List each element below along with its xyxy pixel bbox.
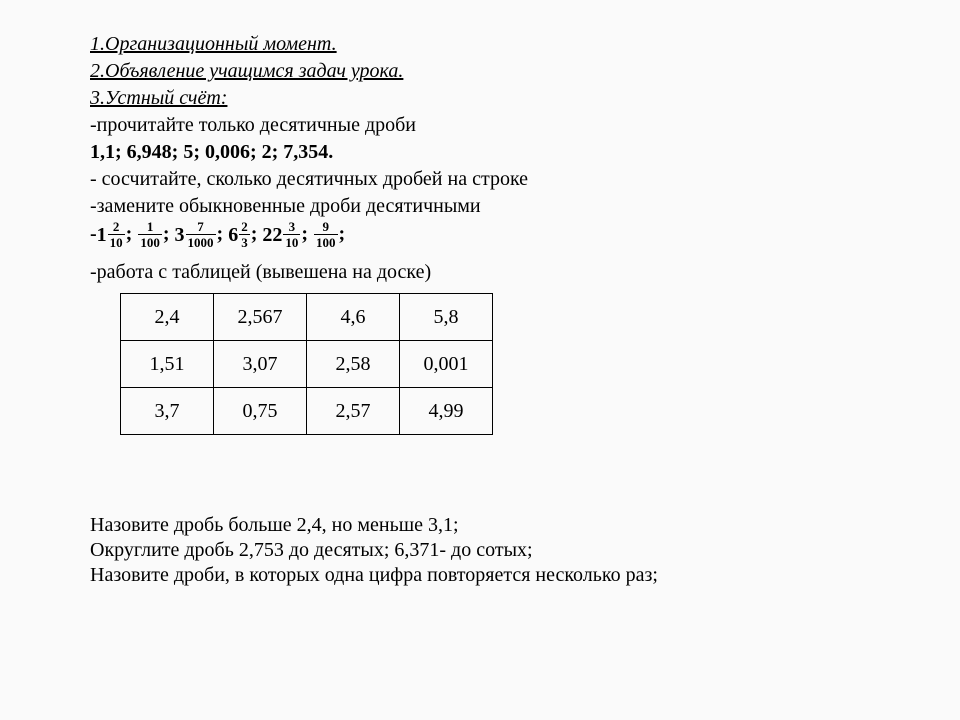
table-cell: 4,99 [400,388,493,435]
task-compare: Назовите дробь больше 2,4, но меньше 3,1… [90,513,900,538]
table-cell: 2,567 [214,294,307,341]
table-cell: 3,07 [214,341,307,388]
table-cell: 1,51 [121,341,214,388]
instruction-table: -работа с таблицей (вывешена на доске) [90,260,900,285]
task-round: Округлите дробь 2,753 до десятых; 6,371-… [90,538,900,563]
fractions-line: -1210; 1100; 371000; 623; 22310; 9100; [90,221,900,250]
instruction-replace: -замените обыкновенные дроби десятичными [90,194,900,219]
table-cell: 5,8 [400,294,493,341]
table-row: 2,42,5674,65,8 [121,294,493,341]
table-cell: 0,001 [400,341,493,388]
heading-2: 2.Объявление учащимся задач урока. [90,59,900,84]
table-cell: 2,58 [307,341,400,388]
table-cell: 2,57 [307,388,400,435]
table-cell: 3,7 [121,388,214,435]
table-cell: 0,75 [214,388,307,435]
task-repeating-digit: Назовите дроби, в которых одна цифра пов… [90,563,900,588]
numbers-table: 2,42,5674,65,81,513,072,580,0013,70,752,… [120,293,493,435]
document-page: 1.Организационный момент. 2.Объявление у… [0,0,960,598]
instruction-count: - сосчитайте, сколько десятичных дробей … [90,167,900,192]
table-row: 3,70,752,574,99 [121,388,493,435]
table-cell: 4,6 [307,294,400,341]
heading-1: 1.Организационный момент. [90,32,900,57]
table-row: 1,513,072,580,001 [121,341,493,388]
instruction-read-decimals: -прочитайте только десятичные дроби [90,113,900,138]
heading-3: 3.Устный счёт: [90,86,900,111]
decimals-list: 1,1; 6,948; 5; 0,006; 2; 7,354. [90,140,900,165]
table-cell: 2,4 [121,294,214,341]
